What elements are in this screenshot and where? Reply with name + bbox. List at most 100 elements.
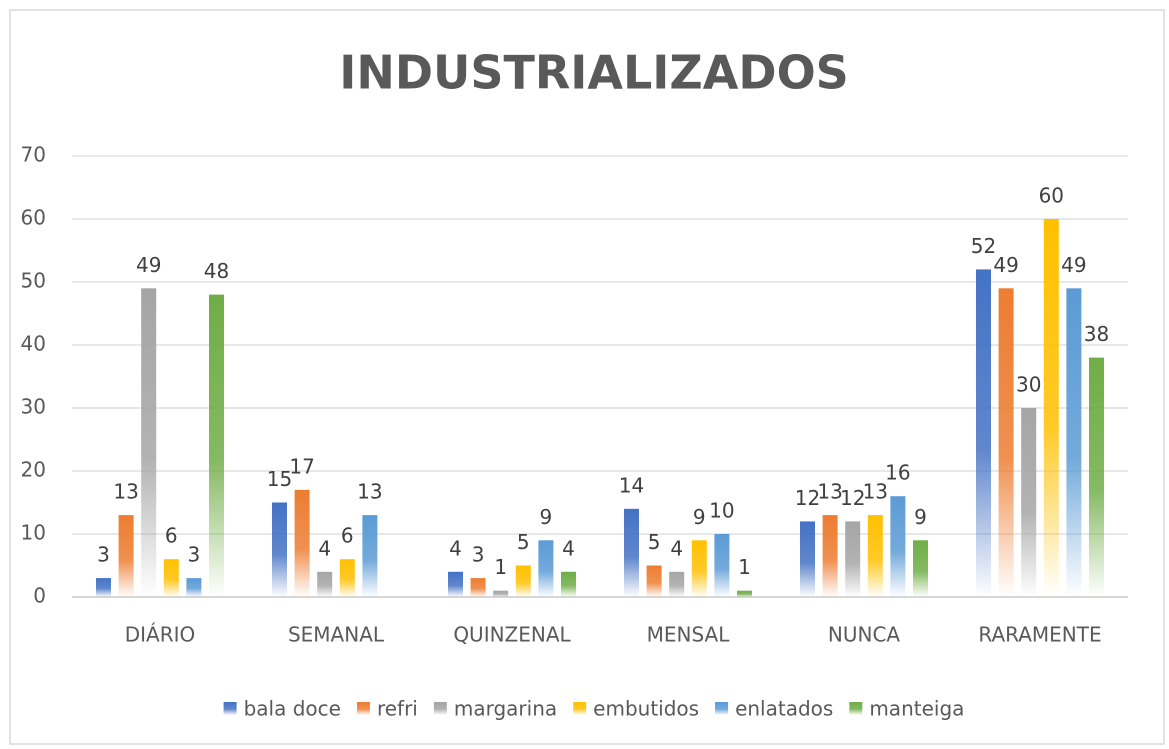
bar [339, 559, 355, 597]
y-tick-label: 70 [21, 143, 46, 167]
bar [867, 515, 883, 597]
data-label: 4 [318, 536, 331, 560]
bar [163, 559, 179, 597]
bar [272, 502, 287, 597]
data-label: 12 [840, 486, 865, 510]
bar [362, 515, 378, 597]
data-label: 4 [449, 536, 462, 560]
bar [890, 496, 906, 597]
data-label: 14 [619, 473, 644, 497]
legend-label: embutidos [593, 697, 699, 721]
bar [515, 565, 531, 597]
bar [538, 540, 554, 597]
y-tick-label: 50 [21, 269, 46, 293]
data-label: 3 [188, 543, 201, 567]
bar [317, 571, 333, 597]
x-tick-label: QUINZENAL [453, 623, 571, 647]
data-label: 5 [517, 530, 530, 554]
bar [118, 515, 134, 597]
data-label: 1 [738, 555, 751, 579]
bar [294, 489, 310, 597]
bar [209, 294, 224, 597]
bar [624, 508, 639, 597]
data-label: 38 [1084, 322, 1109, 346]
bar [691, 540, 707, 597]
chart-frame [9, 9, 1165, 745]
y-tick-label: 0 [33, 584, 46, 608]
data-label: 13 [113, 480, 138, 504]
legend-item: enlatados [715, 697, 833, 721]
y-tick-label: 30 [21, 395, 46, 419]
data-label: 1 [494, 555, 507, 579]
legend-item: margarina [433, 697, 557, 721]
bar [141, 288, 157, 597]
legend-label: enlatados [735, 697, 833, 721]
data-label: 4 [562, 536, 575, 560]
data-label: 10 [709, 499, 734, 523]
data-label: 30 [1016, 373, 1041, 397]
y-tick-label: 60 [21, 206, 46, 230]
data-label: 4 [670, 536, 683, 560]
legend-item: embutidos [573, 697, 699, 721]
bar [800, 521, 815, 597]
data-label: 15 [267, 467, 292, 491]
data-label: 16 [885, 461, 910, 485]
bar [714, 534, 730, 597]
legend-swatch [433, 702, 447, 715]
data-label: 48 [204, 259, 229, 283]
x-tick-label: DIÁRIO [125, 623, 196, 647]
bar [822, 515, 838, 597]
bar [1043, 219, 1059, 597]
legend: bala doce refri margarina embutidos enlatado… [223, 697, 964, 721]
data-label: 49 [136, 253, 161, 277]
bar [96, 578, 111, 597]
legend-label: manteiga [869, 697, 964, 721]
bar [1021, 408, 1037, 597]
data-label: 3 [472, 543, 485, 567]
bar [976, 269, 991, 597]
data-label: 3 [97, 543, 110, 567]
data-label: 6 [165, 524, 178, 548]
legend-swatch [356, 702, 370, 715]
legend-label: refri [377, 697, 418, 721]
data-label: 9 [914, 505, 927, 529]
data-label: 52 [971, 234, 996, 258]
legend-swatch [223, 702, 237, 715]
y-tick-label: 10 [21, 521, 46, 545]
x-tick-label: MENSAL [647, 623, 731, 647]
bar [561, 571, 576, 597]
legend-label: bala doce [244, 697, 341, 721]
chart-title: INDUSTRIALIZADOS [339, 46, 849, 100]
legend-item: refri [356, 697, 418, 721]
data-label: 5 [648, 530, 661, 554]
data-label: 49 [1061, 253, 1086, 277]
data-label: 13 [357, 480, 382, 504]
bar [913, 540, 928, 597]
data-label: 13 [863, 480, 888, 504]
bar [646, 565, 662, 597]
bar [998, 288, 1014, 597]
bar [493, 590, 509, 597]
bar [737, 590, 752, 597]
data-label: 12 [795, 486, 820, 510]
x-tick-label: SEMANAL [288, 623, 385, 647]
data-label: 9 [540, 505, 553, 529]
bar [669, 571, 685, 597]
bar [448, 571, 463, 597]
y-tick-label: 20 [21, 458, 46, 482]
data-label: 6 [341, 524, 354, 548]
x-tick-label: RARAMENTE [978, 623, 1101, 647]
x-tick-label: NUNCA [828, 623, 901, 647]
legend-item: bala doce [223, 697, 341, 721]
data-label: 60 [1039, 184, 1064, 208]
bar [186, 578, 202, 597]
data-label: 9 [693, 505, 706, 529]
y-tick-label: 40 [21, 332, 46, 356]
data-label: 17 [289, 454, 314, 478]
data-label: 13 [817, 480, 842, 504]
legend-swatch [715, 702, 729, 715]
bar [1066, 288, 1082, 597]
legend-item: manteiga [849, 697, 964, 721]
